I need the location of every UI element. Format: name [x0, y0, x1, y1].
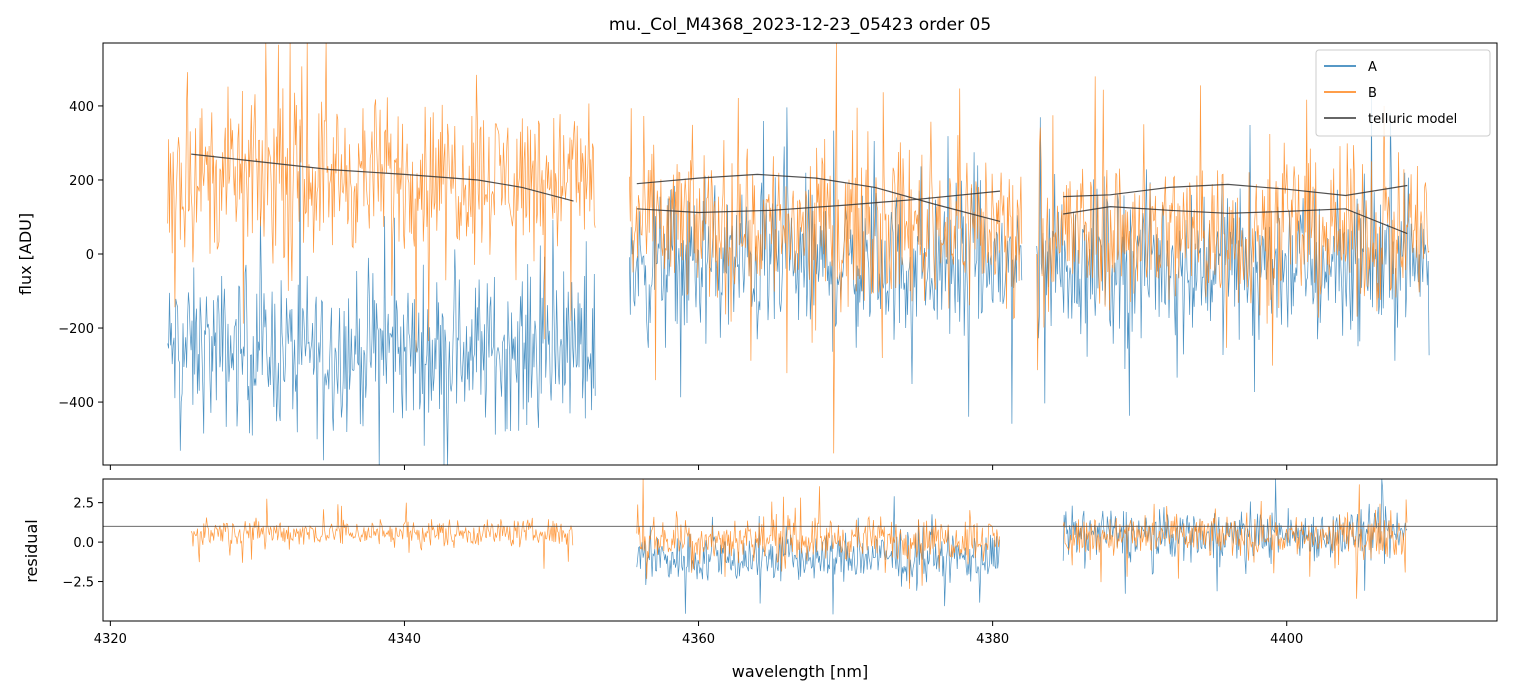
flux-y-tick-label: −200 [58, 322, 94, 337]
residual-series-a-segment-2 [636, 496, 1000, 615]
telluric-model-curve-1 [191, 153, 574, 202]
residual-plot-frame [102, 478, 1498, 622]
flux-y-tick-label: −400 [58, 396, 94, 411]
flux-series-b-segment-1 [167, 42, 596, 353]
x-tick-label: 4380 [976, 632, 1009, 647]
residual-series-b-segment-3 [1062, 484, 1408, 599]
residual-y-tick-label: 0.0 [73, 536, 94, 551]
telluric-model-curve-4 [1063, 183, 1408, 198]
telluric-model-curve-2 [636, 173, 1001, 222]
flux-series-group [167, 42, 1430, 466]
legend: A B telluric model [1315, 49, 1491, 137]
residual-y-tick-label: −2.5 [62, 576, 94, 591]
flux-x-ticks [109, 465, 1288, 470]
flux-y-ticks: −400 −200 0 200 400 [58, 100, 103, 411]
legend-label-a: A [1368, 60, 1377, 75]
flux-y-tick-label: 0 [86, 248, 94, 263]
legend-label-telluric: telluric model [1368, 112, 1457, 127]
flux-series-a-segment-1 [167, 125, 596, 466]
legend-label-b: B [1368, 86, 1377, 101]
flux-y-tick-label: 200 [69, 174, 94, 189]
x-axis-label: wavelength [nm] [732, 662, 869, 681]
legend-box [1315, 49, 1491, 137]
residual-series-b-segment-2 [636, 479, 1000, 589]
flux-y-axis-label: flux [ADU] [16, 213, 35, 295]
x-tick-label: 4360 [682, 632, 715, 647]
flux-plot-frame [102, 42, 1498, 466]
flux-series-b-segment-3 [1036, 76, 1430, 371]
telluric-model-group [191, 153, 1408, 235]
flux-series-a-segment-2 [629, 107, 1023, 424]
residual-x-ticks: 4320 4340 4360 4380 4400 [94, 621, 1303, 647]
residual-y-axis-label: residual [22, 519, 41, 582]
residual-series-b-segment-1 [190, 498, 574, 569]
flux-series-b-segment-2 [629, 42, 1023, 454]
residual-series-group [190, 478, 1408, 615]
chart-title: mu._Col_M4368_2023-12-23_05423 order 05 [609, 15, 991, 35]
telluric-model-curve-3 [636, 190, 1001, 214]
x-tick-label: 4400 [1270, 632, 1303, 647]
flux-panel: −400 −200 0 200 400 flux [ADU] A B telluric … [16, 42, 1498, 470]
residual-y-tick-label: 2.5 [73, 497, 94, 512]
flux-y-tick-label: 400 [69, 100, 94, 115]
x-tick-label: 4340 [388, 632, 421, 647]
x-tick-label: 4320 [94, 632, 127, 647]
residual-y-ticks: −2.5 0.0 2.5 [62, 497, 103, 591]
residual-panel: −2.5 0.0 2.5 4320 4340 4360 4380 4400 residual… [22, 478, 1498, 681]
telluric-model-curve-5 [1063, 205, 1408, 235]
